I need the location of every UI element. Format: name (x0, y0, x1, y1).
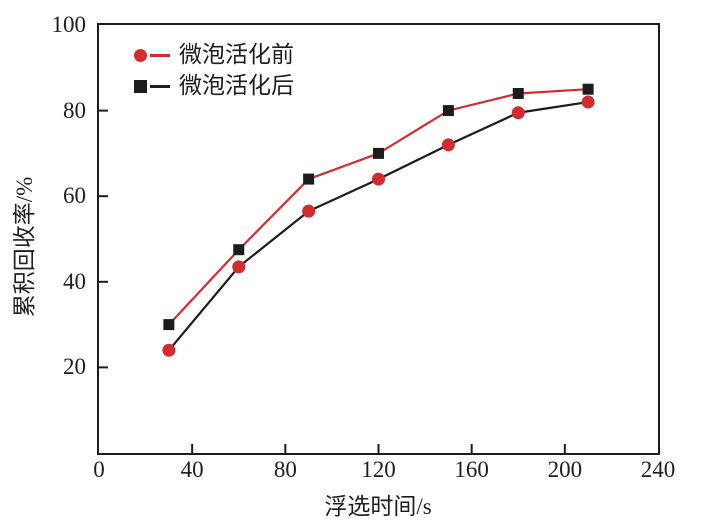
x-tick-label: 80 (273, 457, 297, 482)
x-tick-label: 240 (640, 457, 676, 482)
data-point-square (582, 83, 594, 95)
legend-label: 微泡活化后 (179, 73, 294, 98)
data-point-circle (232, 260, 246, 274)
data-point-circle (372, 172, 385, 186)
y-tick-label: 100 (51, 12, 87, 37)
data-point-circle (302, 204, 316, 218)
series-line (168, 100, 589, 351)
data-point-circle (441, 138, 455, 152)
x-tick-label: 0 (93, 457, 105, 482)
y-tick-label: 80 (63, 97, 86, 123)
data-point-square (233, 244, 245, 256)
x-tick-label: 160 (454, 457, 489, 482)
black-square-marker-icon (134, 79, 147, 93)
plot-svg (99, 83, 595, 453)
legend-line-sample (150, 53, 170, 57)
x-axis-title: 浮选时间/s (324, 494, 432, 519)
legend-entry-after-activation: 微泡活化后 (134, 73, 294, 99)
y-tick-label: 40 (63, 268, 86, 294)
data-point-square (373, 147, 384, 159)
data-point-circle (581, 95, 595, 109)
plot-area (97, 23, 660, 455)
x-tick-label: 40 (180, 457, 204, 482)
legend: 微泡活化前 微泡活化后 (134, 42, 294, 104)
data-point-square (303, 173, 315, 185)
legend-line-sample (150, 84, 170, 88)
data-point-circle (511, 106, 525, 120)
legend-entry-before-activation: 微泡活化前 (134, 42, 294, 68)
legend-label: 微泡活化前 (179, 42, 294, 67)
x-tick-label: 200 (547, 457, 583, 482)
data-point-square (442, 105, 454, 117)
y-tick-label: 60 (63, 183, 86, 209)
data-point-circle (162, 343, 176, 357)
red-circle-marker-icon (134, 48, 147, 62)
data-point-square (512, 87, 524, 99)
data-point-square (163, 319, 175, 331)
series-line (168, 88, 589, 326)
y-tick-label: 20 (63, 354, 86, 380)
x-tick-label: 120 (361, 457, 396, 482)
